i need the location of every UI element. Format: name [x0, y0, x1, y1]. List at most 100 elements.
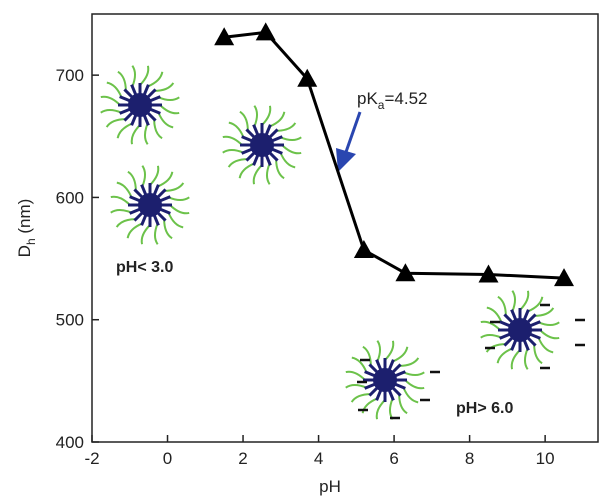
- corona-chain: [261, 105, 272, 126]
- x-tick-label: 2: [238, 449, 247, 468]
- triangle-marker: [353, 240, 374, 259]
- corona-chain: [376, 340, 382, 362]
- corona-chain: [106, 81, 123, 98]
- x-tick-label: 6: [389, 449, 398, 468]
- corona-chain: [228, 121, 245, 138]
- triangle-marker: [554, 268, 575, 287]
- corona-chain: [116, 122, 133, 139]
- y-tick-label: 500: [56, 311, 84, 330]
- corona-chain: [168, 196, 190, 202]
- corona-chain: [404, 379, 425, 390]
- corona-chain: [117, 70, 127, 91]
- triangle-marker: [214, 27, 235, 46]
- corona-chain: [131, 65, 137, 87]
- corona-chain: [269, 111, 286, 128]
- corona-chain: [149, 165, 160, 186]
- corona-chain: [153, 223, 159, 245]
- corona-chain: [222, 135, 243, 146]
- micelle-core: [128, 93, 152, 117]
- corona-chain: [238, 162, 255, 179]
- triangle-marker: [255, 22, 276, 41]
- micelle-core: [508, 318, 532, 342]
- corona-chain: [127, 170, 137, 191]
- pka-main: pK: [357, 89, 378, 108]
- corona-chain: [496, 347, 513, 364]
- corona-chain: [497, 295, 507, 316]
- data-line: [223, 30, 565, 280]
- micelle-core: [250, 133, 274, 157]
- corona-chain: [280, 136, 302, 142]
- corona-chain: [252, 164, 263, 185]
- triangle-marker: [395, 263, 416, 282]
- note: pH< 3.0: [116, 259, 173, 276]
- micelle-core: [373, 368, 397, 392]
- corona-chain: [169, 204, 190, 215]
- corona-chain: [115, 218, 136, 228]
- pka-rest: =4.52: [384, 89, 427, 108]
- corona-chain: [227, 158, 248, 168]
- corona-chain: [539, 329, 560, 340]
- corona-chain: [158, 96, 180, 102]
- corona-chain: [110, 195, 131, 206]
- corona-chain: [486, 306, 503, 323]
- corona-chain: [141, 165, 147, 187]
- corona-chain: [157, 171, 174, 188]
- y-axis-label: Dh (nm): [15, 199, 38, 258]
- corona-chain: [159, 104, 180, 115]
- y-tick-label: 700: [56, 66, 84, 85]
- corona-chain: [100, 108, 122, 114]
- corona-chain: [523, 348, 529, 370]
- corona-chain: [375, 399, 386, 420]
- corona-chain: [480, 333, 502, 339]
- corona-chain: [538, 321, 560, 327]
- corona-chain: [527, 296, 544, 313]
- corona-chain: [350, 393, 371, 403]
- corona-chain: [163, 219, 173, 240]
- x-tick-label: 10: [536, 449, 555, 468]
- x-tick-label: 0: [163, 449, 172, 468]
- corona-chain: [511, 290, 517, 312]
- corona-chain: [281, 144, 302, 155]
- corona-chain: [116, 181, 133, 198]
- corona-chain: [143, 123, 149, 145]
- illustrations: [100, 65, 585, 420]
- corona-chain: [485, 343, 506, 353]
- corona-chain: [275, 159, 285, 180]
- y-label-sub: h: [24, 238, 38, 245]
- y-tick-label: 400: [56, 433, 84, 452]
- corona-chain: [519, 290, 530, 311]
- x-tick-label: 4: [314, 449, 323, 468]
- pka-annotation: pKa=4.52: [357, 89, 428, 112]
- corona-chain: [105, 118, 126, 128]
- corona-chain: [533, 344, 543, 365]
- note: pH> 6.0: [456, 400, 513, 417]
- corona-chain: [157, 112, 174, 129]
- corona-chain: [140, 224, 151, 245]
- corona-chain: [279, 152, 296, 169]
- corona-chain: [147, 71, 164, 88]
- corona-chain: [164, 182, 185, 192]
- arrow-shaft: [344, 111, 362, 153]
- arrow-head: [336, 148, 356, 172]
- corona-chain: [403, 371, 425, 377]
- corona-chain: [534, 307, 555, 317]
- micelle-core: [138, 193, 162, 217]
- corona-chain: [510, 349, 521, 370]
- corona-chain: [402, 387, 419, 404]
- corona-chain: [345, 383, 367, 389]
- corona-chain: [388, 398, 394, 420]
- corona-chain: [351, 356, 368, 373]
- corona-chain: [392, 346, 409, 363]
- corona-chain: [537, 337, 554, 354]
- corona-chain: [100, 95, 121, 106]
- corona-chain: [239, 110, 249, 131]
- x-tick-label: -2: [84, 449, 99, 468]
- y-label-rest: (nm): [15, 199, 34, 239]
- corona-chain: [153, 119, 163, 140]
- corona-chain: [110, 208, 132, 214]
- triangle-marker: [478, 264, 499, 283]
- corona-chain: [398, 394, 408, 415]
- corona-chain: [253, 105, 259, 127]
- corona-chain: [126, 222, 143, 239]
